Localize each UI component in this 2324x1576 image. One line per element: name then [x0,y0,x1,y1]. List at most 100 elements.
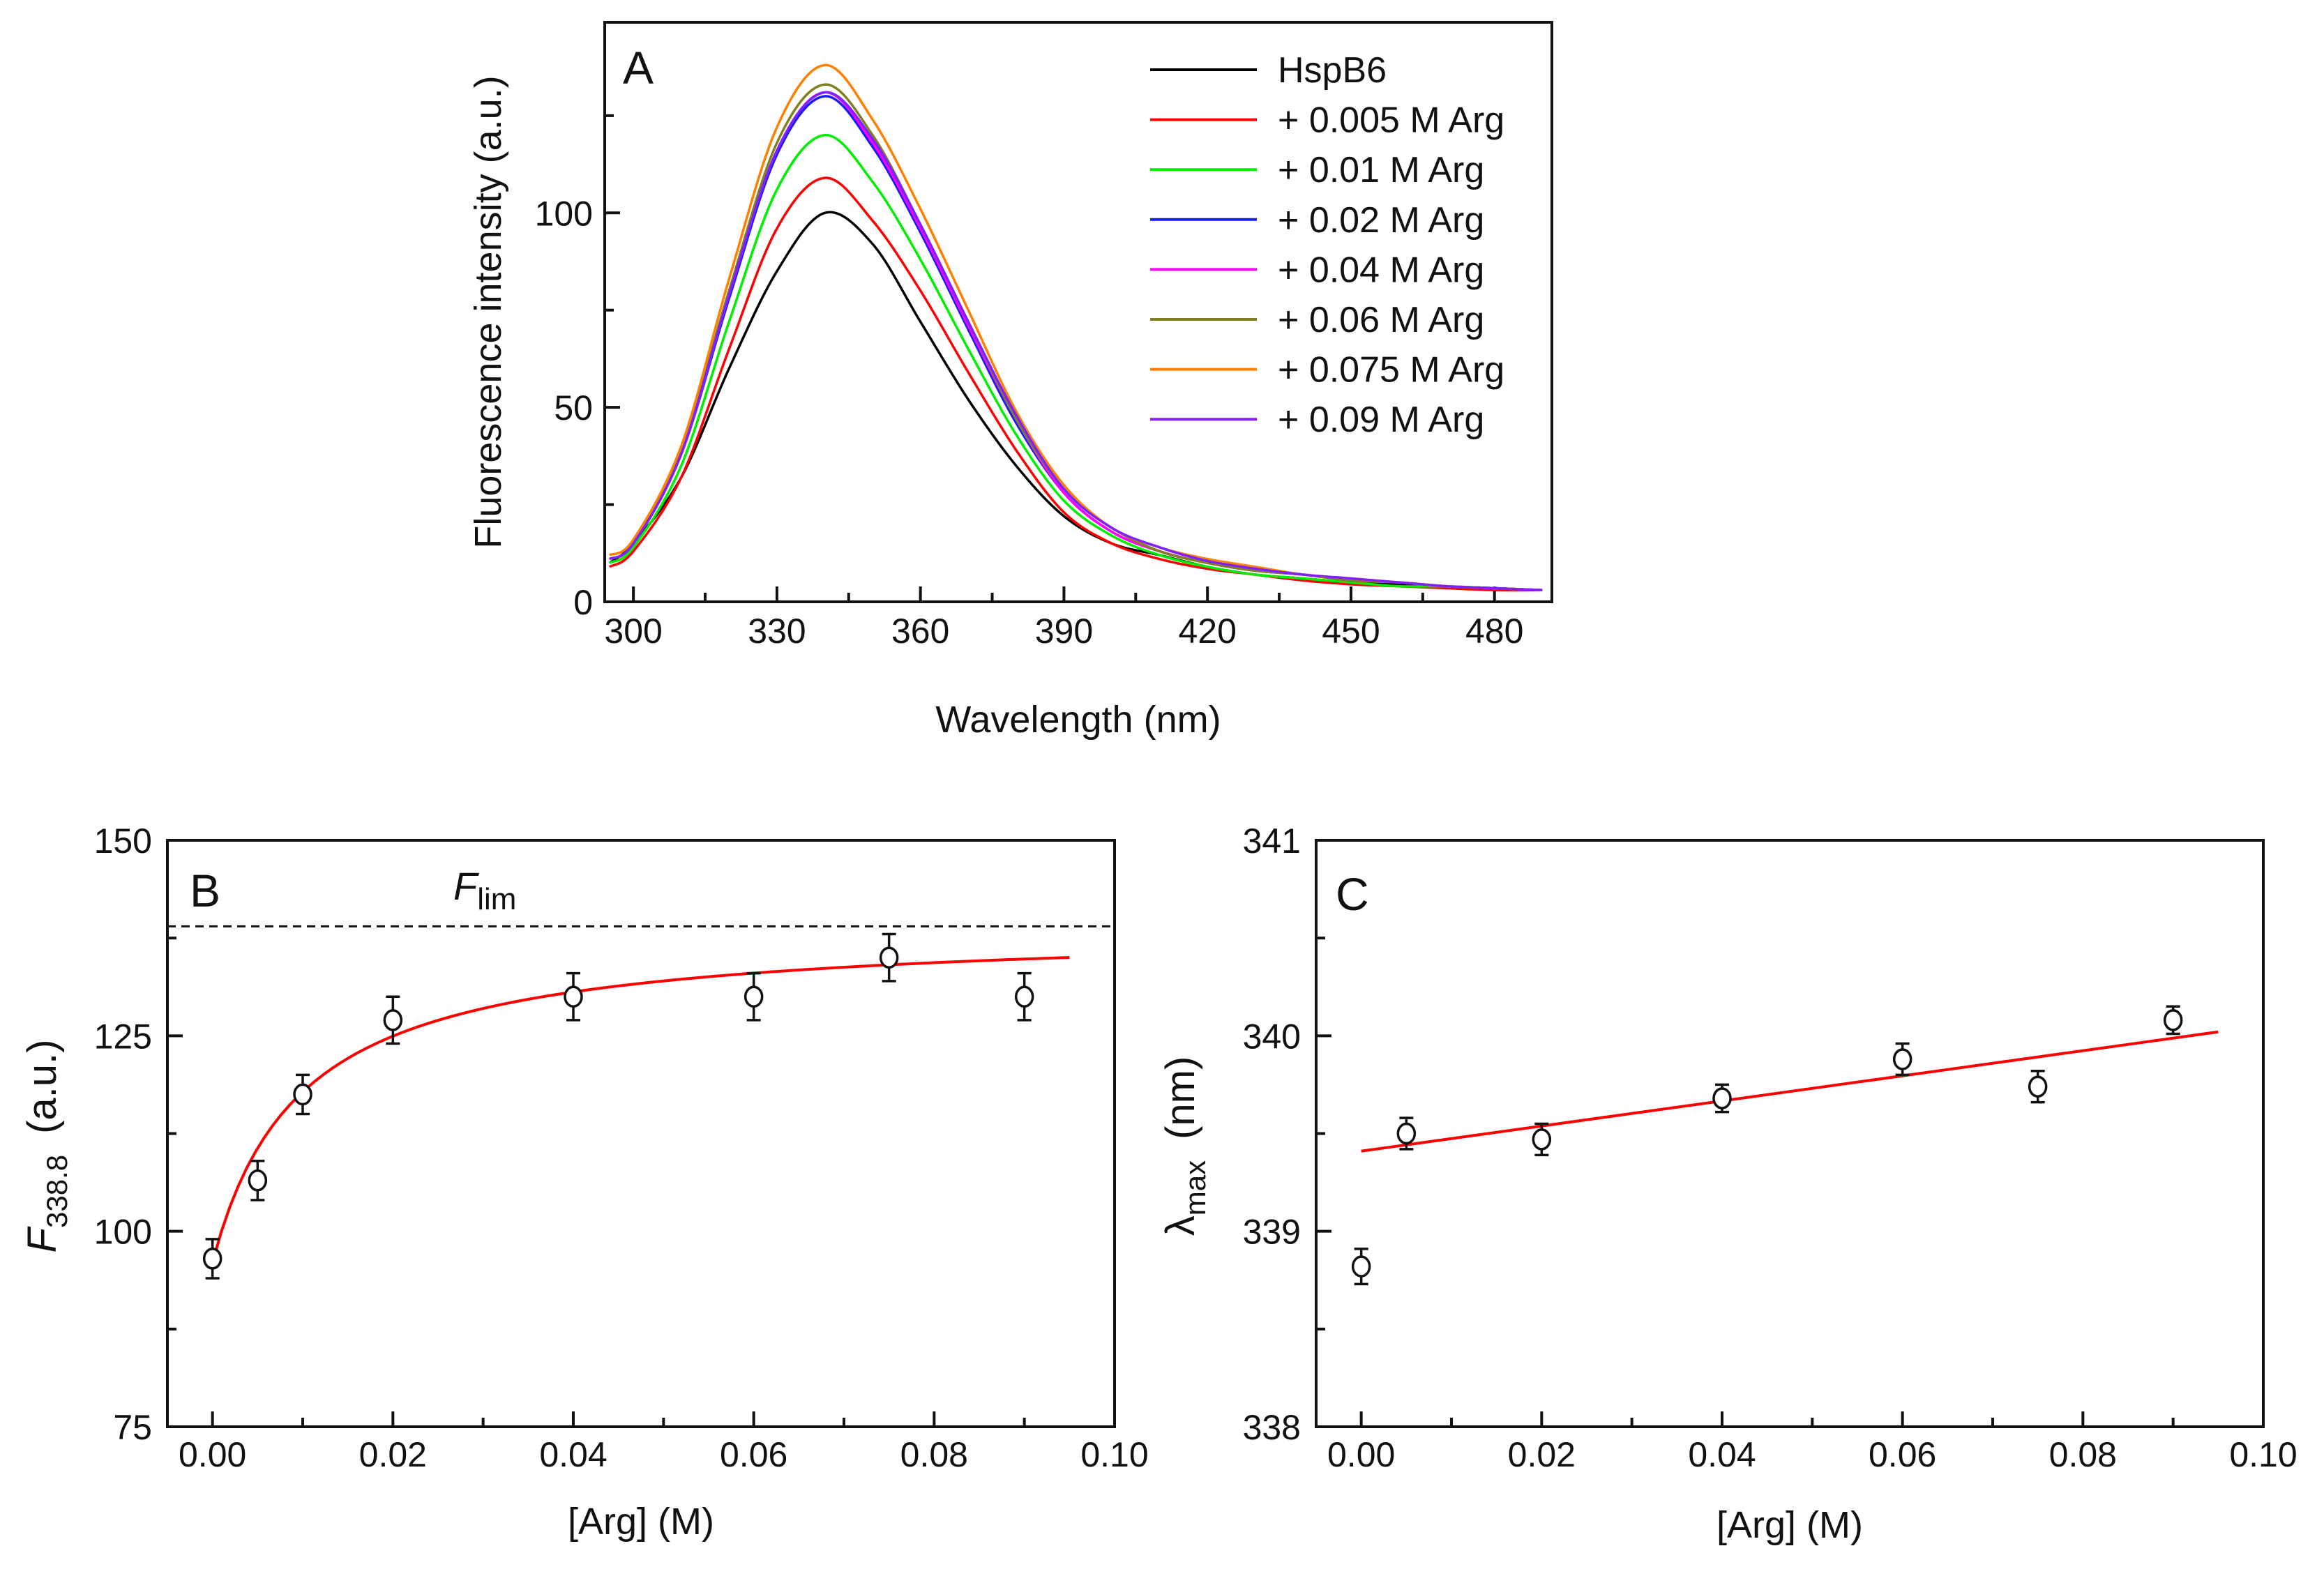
data-marker [1892,1048,1912,1070]
x-tick-label: 0.06 [720,1435,787,1474]
plot-frame [603,21,1553,603]
x-tick-label: 300 [604,612,662,651]
data-marker [1712,1087,1732,1109]
data-marker [1532,1128,1552,1151]
y-tick-label: 100 [94,1213,152,1252]
ticks [167,839,1116,1428]
fit-curve [1361,1030,2219,1153]
y-tick-label: 125 [94,1017,152,1056]
data-marker [1014,985,1034,1008]
flim-label: Flim [453,864,516,916]
data-marker [879,946,899,969]
x-tick-label: 360 [891,612,949,651]
legend-label: + 0.06 M Arg [1278,300,1484,340]
x-tick-label: 0.08 [2049,1435,2117,1474]
flim-label-subscript: lim [477,882,516,916]
y-axis-label-main: λ [1158,1215,1203,1236]
x-tick-label: 480 [1465,612,1523,651]
legend: HspB6 + 0.005 M Arg + 0.01 M Arg + 0.02 M A… [1150,50,1504,440]
y-tick-label: 75 [113,1408,152,1447]
legend-label: + 0.04 M Arg [1278,250,1484,290]
x-tick-label: 450 [1322,612,1380,651]
panel-A: 300 330 360 390 420 450 480 0 50 100 Wavelength (n… [467,21,1553,741]
series-line-7 [608,91,1543,592]
plot-area [202,932,1070,1280]
y-tick-label: 339 [1243,1213,1301,1252]
panel-B: 0.00 0.02 0.04 0.06 0.08 0.10 75 100 125 150 [Arg]… [20,821,1149,1543]
x-tick-label: 0.08 [900,1435,968,1474]
y-tick-label: 341 [1243,821,1301,861]
data-point [1396,1116,1417,1151]
x-tick-label: 0.00 [179,1435,246,1474]
x-tick-label: 330 [748,612,806,651]
y-tick-label: 338 [1243,1408,1301,1447]
panel-label: C [1336,868,1369,920]
data-point [202,1238,222,1280]
legend-label: + 0.02 M Arg [1278,200,1484,241]
data-marker [383,1009,403,1031]
data-point [1532,1122,1552,1157]
legend-label: + 0.01 M Arg [1278,150,1484,190]
data-point [879,932,899,983]
x-tick-label: 0.04 [539,1435,607,1474]
x-tick-label: 0.00 [1327,1435,1395,1474]
data-marker [1396,1122,1417,1145]
x-axis-label: Wavelength (nm) [935,699,1221,741]
y-axis-label-subscript: 338.8 [40,1155,73,1228]
x-tick-label: 390 [1035,612,1093,651]
legend-label: + 0.09 M Arg [1278,400,1484,440]
x-tick-label: 0.10 [1080,1435,1148,1474]
data-point [248,1159,268,1202]
y-axis-label: Fluorescence intensity (a.u.) [467,75,509,548]
ticks [1316,839,2265,1428]
data-point [1014,971,1034,1022]
y-axis-label: λmax (nm) [1158,1056,1212,1236]
y-axis-label-unit: (nm) [1158,1056,1203,1139]
data-marker [744,985,764,1008]
x-axis-label: [Arg] (M) [1716,1504,1863,1546]
data-marker [564,985,583,1008]
fit-curve [211,956,1070,1264]
data-point [383,995,403,1045]
y-tick-label: 100 [535,194,593,233]
data-marker [293,1083,312,1106]
y-tick-label: 50 [554,388,593,427]
data-point [1712,1083,1732,1114]
data-marker [202,1248,222,1270]
data-point [1351,1248,1371,1286]
x-tick-label: 0.02 [1508,1435,1576,1474]
plot-frame [166,839,1116,1428]
data-marker [2028,1075,2048,1098]
legend-label: + 0.005 M Arg [1278,100,1504,141]
plot-frame [1315,839,2265,1428]
x-tick-label: 0.02 [359,1435,427,1474]
y-axis-label-subscript: max [1179,1160,1212,1215]
plot-area [1351,1005,2219,1286]
y-tick-label: 0 [573,583,593,622]
series-line-2 [608,133,1543,592]
x-tick-label: 0.04 [1688,1435,1756,1474]
legend-label: HspB6 [1278,50,1387,91]
y-axis-label-unit: (a.u.) [20,1040,65,1134]
data-point [293,1073,312,1116]
panel-label: A [623,42,654,93]
panel-label: B [190,865,220,916]
data-point [1892,1042,1912,1077]
legend-label: + 0.075 M Arg [1278,350,1504,391]
data-point [2163,1005,2183,1036]
data-point [744,971,764,1022]
data-marker [2163,1009,2183,1031]
plot-area [608,63,1543,592]
x-tick-label: 420 [1178,612,1236,651]
y-axis-label: F338.8 (a.u.) [20,1040,73,1253]
panel-C: 0.00 0.02 0.04 0.06 0.08 0.10 338 339 340 341 [Arg… [1158,821,2297,1546]
data-marker [1351,1255,1371,1278]
flim-label-main: F [453,864,479,908]
data-marker [248,1169,268,1192]
x-axis-label: [Arg] (M) [568,1501,714,1543]
series-line-1 [608,176,1543,592]
y-tick-label: 150 [94,821,152,861]
data-point [564,971,583,1022]
y-axis-label-main: F [20,1225,65,1252]
